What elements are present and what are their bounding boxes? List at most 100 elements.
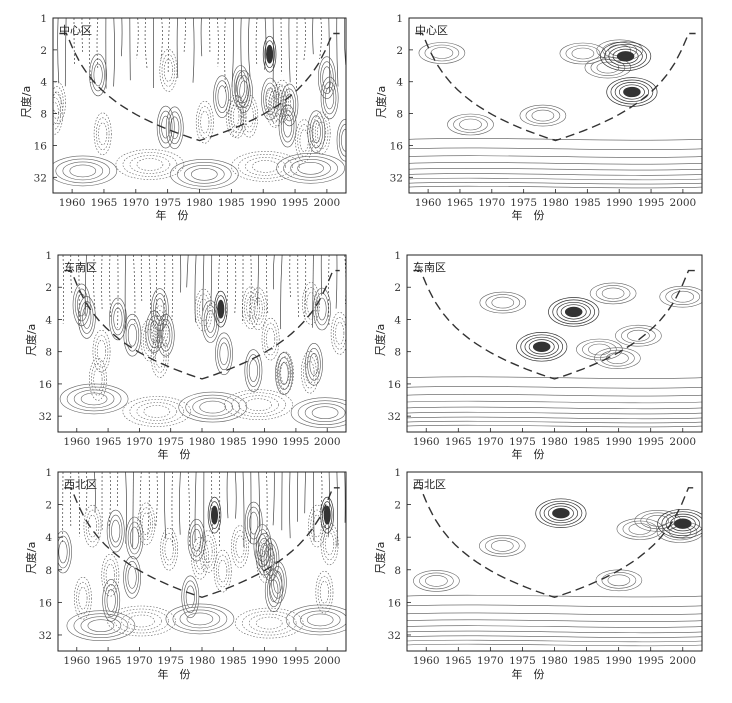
x-tick-label: 1965 [95, 655, 122, 667]
contour-line [277, 357, 291, 390]
contour-line [241, 286, 260, 330]
x-axis-title: 年 份 [156, 208, 189, 222]
y-axis-title: 尺度/a [19, 86, 33, 118]
y-axis-title: 尺度/a [24, 324, 38, 356]
contour-line [230, 104, 240, 128]
contour-line [320, 522, 339, 566]
contour-line [234, 472, 237, 519]
contour-line [273, 79, 292, 123]
contour-line [263, 543, 278, 576]
cone-of-influence [59, 32, 340, 142]
y-tick-label: 1 [394, 250, 401, 262]
cone-of-influence [413, 487, 696, 599]
contour-line [156, 105, 175, 149]
contour-line [280, 83, 299, 127]
peak-contour-1 [214, 290, 228, 328]
peak-contour-2 [657, 508, 702, 539]
contour-line [186, 255, 189, 288]
contour-line [130, 526, 140, 550]
contour-line [165, 603, 235, 635]
contour-line [249, 287, 268, 331]
contour-line [300, 350, 319, 394]
contour-line [418, 42, 466, 64]
contour-line [213, 549, 232, 593]
contour-line [77, 293, 87, 317]
contour-line [147, 472, 150, 538]
contour-line [317, 121, 327, 145]
contour-line [263, 322, 278, 356]
contour-line [64, 18, 67, 87]
x-tick-label: 1990 [605, 655, 632, 667]
contour-line [407, 416, 702, 420]
contour-line [83, 504, 102, 548]
contour-line [319, 18, 322, 60]
contour-line [107, 605, 176, 637]
x-tick-label: 1995 [283, 436, 310, 448]
contour-line [179, 609, 221, 629]
panel-title: 中心区 [415, 24, 448, 37]
contour-line [53, 81, 66, 124]
peak-contour-2 [322, 501, 333, 529]
contour-line [81, 18, 84, 54]
contour-field [407, 498, 702, 647]
contour-line [576, 338, 623, 361]
contour-line [177, 162, 232, 187]
contour-line [273, 570, 283, 594]
x-tick-label: 1970 [122, 197, 149, 209]
contour-line [312, 514, 322, 538]
contour-line [297, 400, 346, 425]
contour-field [407, 282, 702, 428]
contour-line [303, 355, 317, 389]
contour-line [231, 525, 249, 568]
contour-line [297, 124, 311, 157]
contour-line [615, 324, 662, 347]
contour-line [231, 65, 250, 108]
contour-line [242, 472, 245, 547]
contour-line [106, 589, 116, 612]
contour-line [129, 399, 185, 424]
contour-line [225, 94, 244, 138]
contour-line [333, 317, 346, 350]
contour-line [93, 63, 103, 87]
contour-line [95, 117, 110, 151]
peak-contour-1 [218, 304, 223, 314]
contour-line [273, 93, 283, 117]
x-tick-label: 1990 [251, 436, 278, 448]
contour-line [335, 255, 338, 309]
contour-line [53, 97, 61, 130]
contour-line [101, 255, 103, 310]
contour-line [167, 18, 170, 74]
x-tick-label: 1975 [154, 197, 181, 209]
contour-line [407, 594, 702, 598]
contour-line [200, 18, 203, 57]
x-tick-label: 1980 [189, 436, 216, 448]
contour-line [136, 402, 178, 421]
contour-line [195, 100, 214, 144]
contour-line [183, 580, 198, 614]
contour-line [600, 349, 635, 367]
contour-line [275, 352, 293, 395]
peak-contour-1 [556, 510, 566, 516]
contour-line [621, 327, 656, 345]
contour-line [109, 297, 127, 341]
contour-line [306, 292, 316, 315]
contour-line [179, 472, 181, 535]
contour-line [246, 354, 261, 387]
contour-line [407, 612, 702, 615]
peak-contour-1 [212, 510, 217, 520]
contour-line [205, 310, 215, 333]
x-tick-label: 2000 [670, 197, 697, 209]
contour-line [245, 157, 286, 176]
contour-line [303, 18, 306, 62]
contour-line [322, 527, 337, 561]
y-tick-label: 16 [390, 140, 404, 152]
contour-line [73, 613, 129, 639]
contour-line [601, 571, 637, 589]
contour-line [260, 550, 270, 573]
contour-line [58, 535, 70, 569]
peak-contour-2 [618, 84, 645, 100]
peak-contour-2 [665, 513, 700, 534]
contour-line [249, 255, 252, 321]
contour-line [328, 18, 330, 93]
contour-line [264, 569, 283, 613]
